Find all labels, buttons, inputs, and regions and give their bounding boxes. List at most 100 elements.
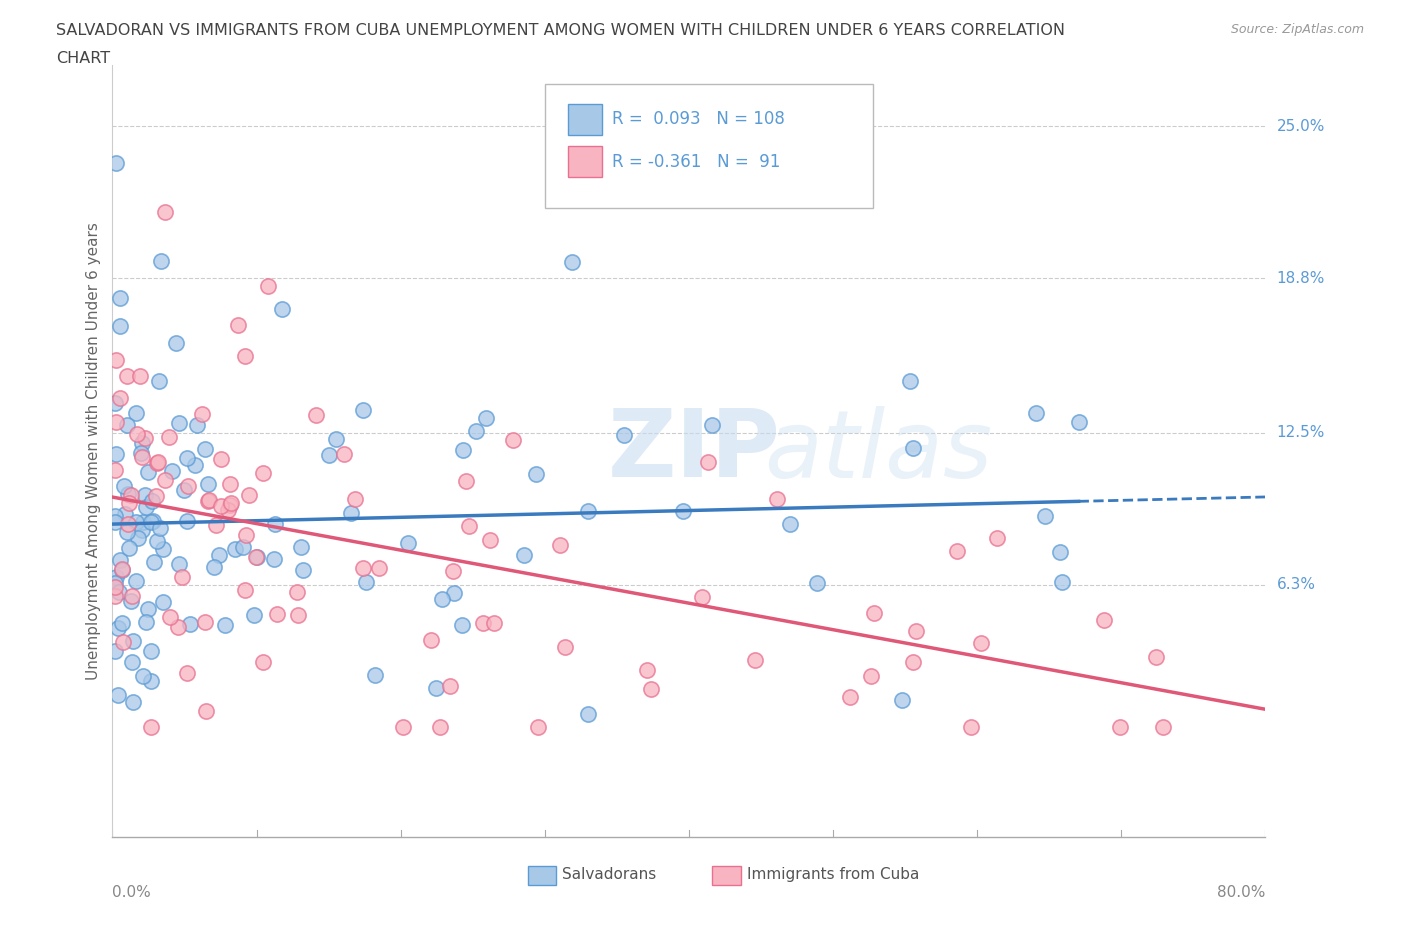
- Point: [524, 466, 547, 481]
- Point: [104, 644, 127, 658]
- Point: [204, 517, 226, 532]
- Point: [104, 579, 127, 594]
- Point: [136, 602, 159, 617]
- Point: [479, 532, 502, 547]
- Point: [238, 488, 260, 503]
- Point: [392, 719, 415, 734]
- Point: [108, 318, 131, 333]
- Point: [108, 553, 131, 568]
- Point: [111, 563, 134, 578]
- Point: [170, 570, 193, 585]
- Point: [475, 411, 498, 426]
- Point: [177, 479, 200, 494]
- Point: [105, 155, 128, 170]
- Point: [191, 406, 214, 421]
- Point: [554, 640, 576, 655]
- Point: [1108, 719, 1130, 734]
- Point: [456, 473, 478, 488]
- Point: [1050, 575, 1073, 590]
- Point: [167, 556, 190, 571]
- Point: [287, 607, 309, 622]
- Point: [127, 531, 149, 546]
- Point: [104, 570, 127, 585]
- Point: [117, 517, 139, 532]
- Point: [235, 527, 257, 542]
- Point: [176, 513, 198, 528]
- Point: [271, 301, 294, 316]
- Point: [139, 674, 162, 689]
- Text: R =  0.093   N = 108: R = 0.093 N = 108: [612, 110, 785, 128]
- Point: [458, 519, 481, 534]
- Point: [104, 514, 127, 529]
- Point: [482, 616, 505, 631]
- Text: CHART: CHART: [56, 51, 110, 66]
- Point: [108, 585, 131, 600]
- Point: [343, 492, 366, 507]
- Point: [1025, 405, 1047, 420]
- Point: [153, 205, 176, 219]
- Point: [263, 551, 285, 566]
- Point: [838, 690, 860, 705]
- Point: [131, 449, 153, 464]
- Point: [209, 451, 232, 466]
- Text: atlas: atlas: [763, 405, 993, 497]
- Point: [672, 503, 695, 518]
- Point: [970, 636, 993, 651]
- Point: [202, 560, 225, 575]
- Point: [246, 550, 269, 565]
- Point: [135, 615, 157, 630]
- Text: R = -0.361   N =  91: R = -0.361 N = 91: [612, 153, 780, 170]
- Point: [117, 369, 139, 384]
- Point: [194, 703, 217, 718]
- Point: [117, 540, 139, 555]
- Point: [141, 493, 163, 508]
- Point: [141, 644, 163, 658]
- Point: [105, 415, 128, 430]
- Point: [122, 634, 145, 649]
- Point: [186, 418, 208, 432]
- Point: [224, 541, 246, 556]
- Point: [115, 525, 138, 539]
- Text: 0.0%: 0.0%: [112, 884, 152, 900]
- Point: [779, 517, 801, 532]
- Point: [425, 681, 447, 696]
- Point: [104, 509, 127, 524]
- Point: [105, 352, 128, 367]
- Point: [243, 607, 266, 622]
- Point: [194, 442, 217, 457]
- Point: [197, 477, 219, 492]
- Point: [145, 456, 167, 471]
- Point: [208, 548, 231, 563]
- Point: [860, 669, 883, 684]
- Point: [305, 407, 328, 422]
- Point: [143, 555, 166, 570]
- Point: [429, 719, 451, 734]
- Point: [148, 374, 170, 389]
- Point: [121, 655, 143, 670]
- Point: [124, 515, 146, 530]
- Point: [1033, 509, 1056, 524]
- Point: [863, 605, 886, 620]
- Point: [176, 450, 198, 465]
- Text: 25.0%: 25.0%: [1277, 119, 1324, 134]
- Point: [129, 368, 152, 383]
- Point: [131, 523, 153, 538]
- Point: [252, 655, 274, 670]
- Point: [217, 503, 239, 518]
- Point: [157, 430, 180, 445]
- Point: [697, 455, 720, 470]
- Point: [1152, 719, 1174, 734]
- Point: [176, 666, 198, 681]
- Point: [121, 695, 143, 710]
- Point: [1049, 544, 1071, 559]
- Point: [1067, 414, 1090, 429]
- Point: [1092, 613, 1115, 628]
- Point: [162, 463, 184, 478]
- Point: [464, 424, 486, 439]
- Bar: [568, 104, 603, 135]
- Point: [112, 478, 135, 493]
- Point: [420, 633, 443, 648]
- Point: [702, 418, 724, 432]
- Point: [352, 403, 374, 418]
- Text: 18.8%: 18.8%: [1277, 271, 1324, 286]
